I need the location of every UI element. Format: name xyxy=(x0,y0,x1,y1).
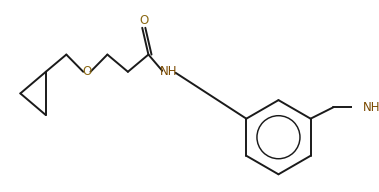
Text: NH: NH xyxy=(160,65,178,78)
Text: NH₂: NH₂ xyxy=(363,101,379,114)
Text: O: O xyxy=(139,14,149,27)
Text: O: O xyxy=(82,65,91,78)
